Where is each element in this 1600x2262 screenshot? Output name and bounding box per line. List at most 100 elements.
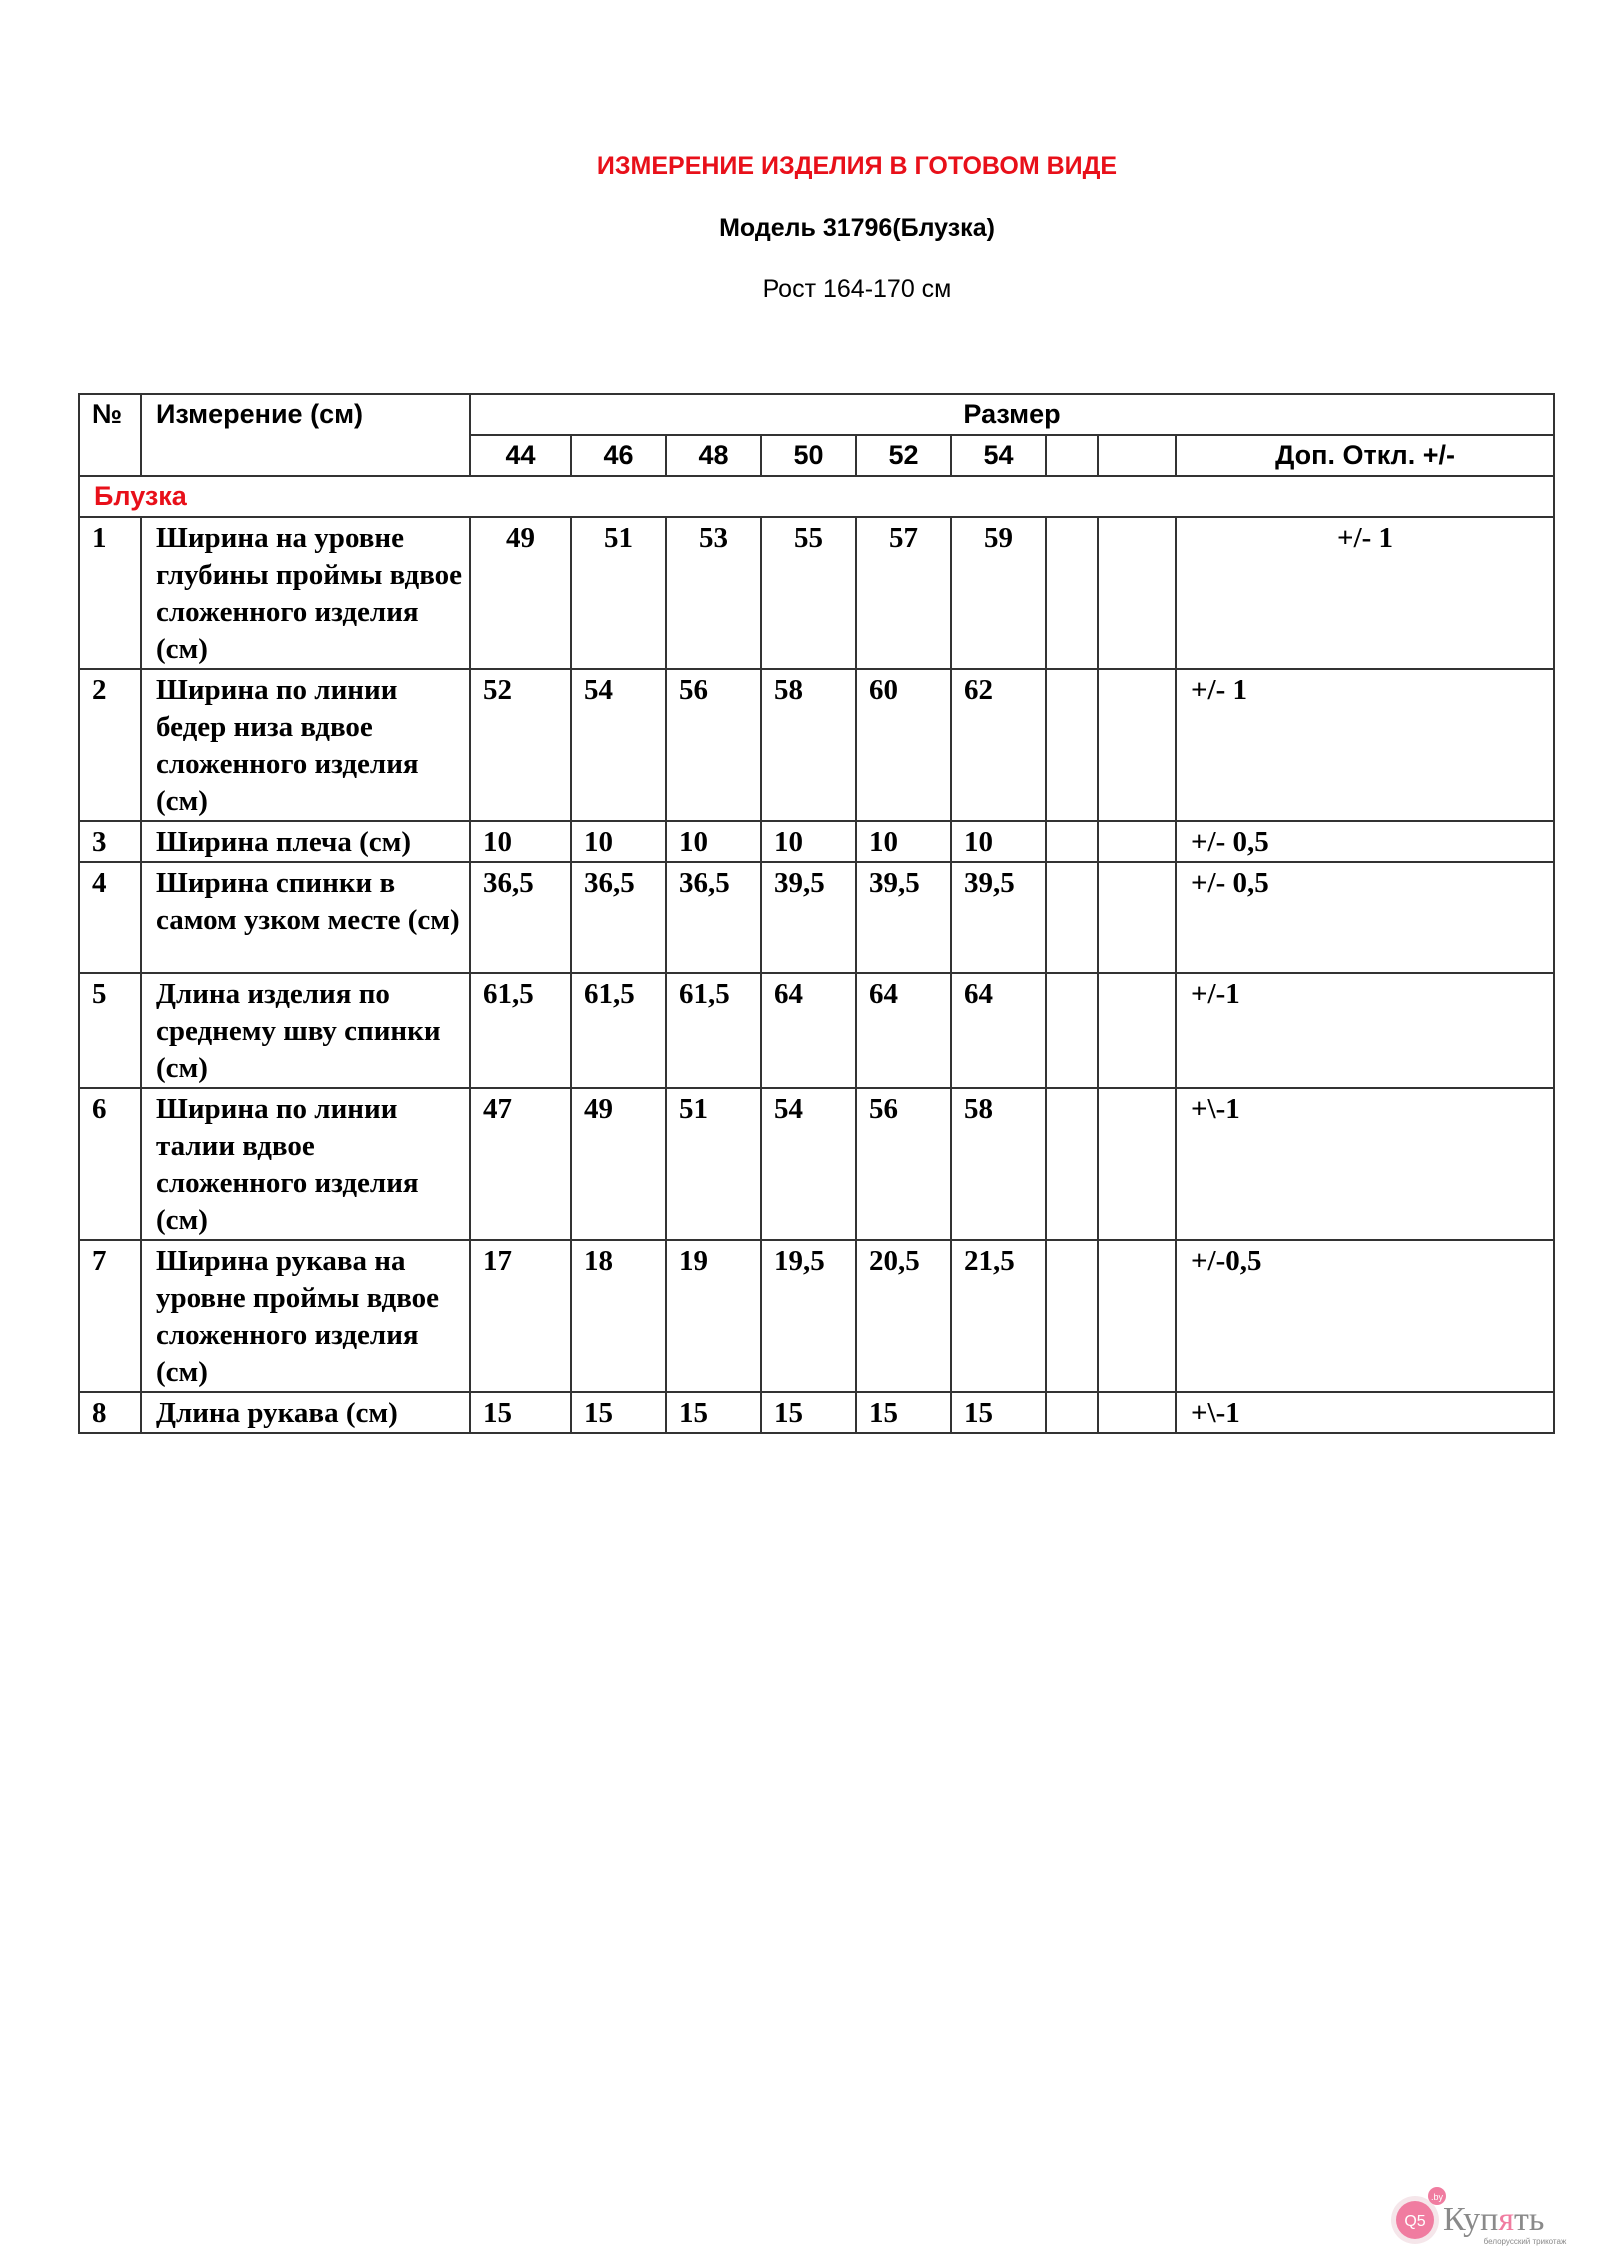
size-value: 10 [760, 820, 857, 863]
size-value: 56 [665, 668, 762, 822]
row-number: 8 [78, 1391, 142, 1434]
size-value: 62 [950, 668, 1047, 822]
size-value: 36,5 [665, 861, 762, 974]
size-value: 10 [665, 820, 762, 863]
measurement-name: Ширина плеча (см) [140, 820, 471, 863]
size-value: 61,5 [665, 972, 762, 1089]
size-value: 59 [950, 516, 1047, 670]
measurement-name: Ширина по линии бедер низа вдвое сложенн… [140, 668, 471, 822]
size-value: 10 [469, 820, 572, 863]
size-value: 57 [855, 516, 952, 670]
size-value [1045, 820, 1099, 863]
tolerance-value: +\-1 [1174, 1391, 1556, 1434]
size-value: 15 [855, 1391, 952, 1434]
size-value [1045, 1239, 1099, 1393]
size-value: 64 [950, 972, 1047, 1089]
size-value: 39,5 [950, 861, 1047, 974]
size-value: 58 [760, 668, 857, 822]
tolerance-value: +\-1 [1174, 1087, 1556, 1241]
size-value: 20,5 [855, 1239, 952, 1393]
table-row: 5 Длина изделия по среднему шву спинки (с… [78, 972, 1556, 1089]
table-row: 1 Ширина на уровне глубины проймы вдвое с… [78, 516, 1556, 670]
size-value: 58 [950, 1087, 1047, 1241]
size-value: 64 [855, 972, 952, 1089]
size-value: 54 [570, 668, 667, 822]
svg-text:Q5: Q5 [1404, 2213, 1425, 2230]
tolerance-value: +/-0,5 [1174, 1239, 1556, 1393]
size-value: 10 [950, 820, 1047, 863]
size-value [1045, 1391, 1099, 1434]
tolerance-value: +/- 0,5 [1174, 861, 1556, 974]
measurement-name: Ширина рукава на уровне проймы вдвое сло… [140, 1239, 471, 1393]
header-number: № [78, 393, 142, 477]
row-number: 4 [78, 861, 142, 974]
measurement-table: № Измерение (см) Размер 44 46 48 50 52 54 Доп.… [77, 393, 1556, 1434]
size-value: 19,5 [760, 1239, 857, 1393]
size-value [1097, 820, 1177, 863]
size-blank [1045, 434, 1099, 477]
table-row: 7 Ширина рукава на уровне проймы вдвое сл… [78, 1239, 1556, 1393]
size-value: 60 [855, 668, 952, 822]
size-value: 21,5 [950, 1239, 1047, 1393]
row-number: 2 [78, 668, 142, 822]
header-size: Размер [468, 393, 1556, 436]
kupyat-logo: Q5 .by Купять белорусский трикотаж [1391, 2187, 1567, 2246]
table-row: 6 Ширина по линии талии вдвое сложенного … [78, 1087, 1556, 1241]
size-value: 15 [570, 1391, 667, 1434]
document-title: ИЗМЕРЕНИЕ ИЗДЕЛИЯ В ГОТОВОМ ВИДЕ [596, 152, 1118, 180]
tolerance-value: +/- 1 [1174, 516, 1556, 670]
measurement-name: Длина рукава (см) [140, 1391, 471, 1434]
size-value: 49 [570, 1087, 667, 1241]
size-value: 15 [760, 1391, 857, 1434]
size-value: 10 [570, 820, 667, 863]
row-number: 5 [78, 972, 142, 1089]
size-value: 56 [855, 1087, 952, 1241]
size-value: 53 [665, 516, 762, 670]
size-value [1097, 668, 1177, 822]
size-value: 51 [665, 1087, 762, 1241]
size-value [1097, 972, 1177, 1089]
size-blank [1097, 434, 1177, 477]
model-name: Модель 31796(Блузка) [719, 214, 995, 242]
size-value [1097, 1087, 1177, 1241]
measurement-name: Ширина на уровне глубины проймы вдвое сл… [140, 516, 471, 670]
table-row: 4 Ширина спинки в самом узком месте (см) 3… [78, 861, 1556, 974]
row-number: 3 [78, 820, 142, 863]
header-tolerance: Доп. Откл. +/- [1174, 434, 1556, 477]
size-value: 18 [570, 1239, 667, 1393]
size-value: 36,5 [469, 861, 572, 974]
size-value: 61,5 [469, 972, 572, 1089]
measurement-name: Ширина спинки в самом узком месте (см) [140, 861, 471, 974]
tolerance-value: +/- 0,5 [1174, 820, 1556, 863]
size-46: 46 [570, 434, 667, 477]
size-value: 51 [570, 516, 667, 670]
size-value [1097, 516, 1177, 670]
svg-text:белорусский трикотаж: белорусский трикотаж [1484, 2237, 1567, 2246]
size-value [1045, 1087, 1099, 1241]
size-value [1097, 1239, 1177, 1393]
size-value [1045, 972, 1099, 1089]
size-value [1045, 668, 1099, 822]
svg-text:Купять: Купять [1443, 2201, 1544, 2238]
size-value: 39,5 [855, 861, 952, 974]
table-row: 8 Длина рукава (см) 15 15 15 15 15 15 +\-1 [78, 1391, 1556, 1434]
size-value: 15 [469, 1391, 572, 1434]
size-value [1097, 1391, 1177, 1434]
tolerance-value: +/-1 [1174, 972, 1556, 1089]
size-value: 19 [665, 1239, 762, 1393]
size-48: 48 [665, 434, 762, 477]
size-value: 39,5 [760, 861, 857, 974]
measurement-name: Длина изделия по среднему шву спинки (см… [140, 972, 471, 1089]
size-value: 15 [665, 1391, 762, 1434]
row-number: 7 [78, 1239, 142, 1393]
size-44: 44 [469, 434, 572, 477]
size-50: 50 [760, 434, 857, 477]
size-54: 54 [950, 434, 1047, 477]
size-value: 64 [760, 972, 857, 1089]
size-value: 55 [760, 516, 857, 670]
size-value: 49 [469, 516, 572, 670]
size-value: 36,5 [570, 861, 667, 974]
section-blouse: Блузка [77, 475, 1556, 518]
size-52: 52 [855, 434, 952, 477]
size-value: 54 [760, 1087, 857, 1241]
